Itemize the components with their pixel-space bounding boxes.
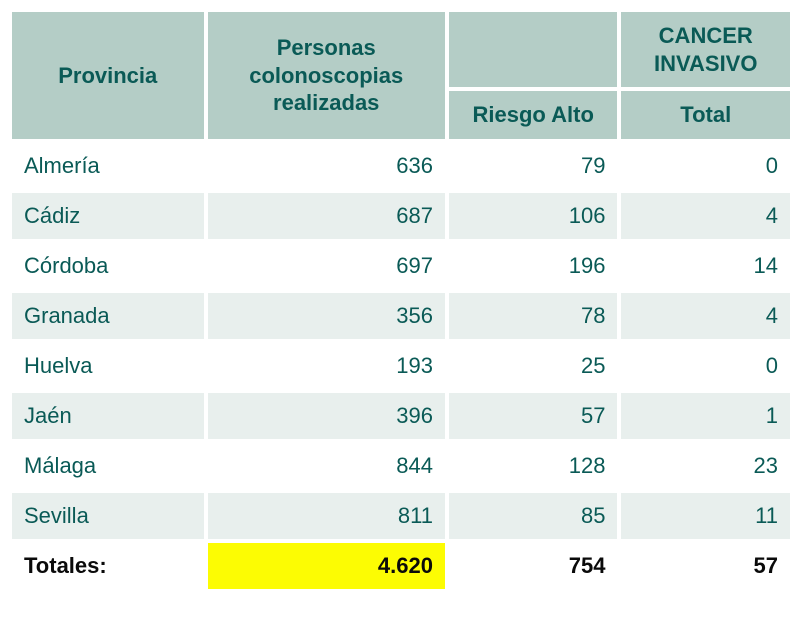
totals-label: Totales:	[12, 543, 204, 589]
col-header-cancer-total: Total	[621, 91, 790, 139]
cell-colonoscopias: 844	[208, 443, 445, 489]
cell-cancer: 4	[621, 293, 790, 339]
table-row: Sevilla 811 85 11	[12, 493, 790, 539]
cell-name: Huelva	[12, 343, 204, 389]
cell-colonoscopias: 193	[208, 343, 445, 389]
cell-riesgo: 57	[449, 393, 618, 439]
table-row: Cádiz 687 106 4	[12, 193, 790, 239]
table-row: Córdoba 697 196 14	[12, 243, 790, 289]
cell-colonoscopias: 356	[208, 293, 445, 339]
cell-cancer: 14	[621, 243, 790, 289]
table-body: Almería 636 79 0 Cádiz 687 106 4 Córdoba…	[12, 143, 790, 539]
cell-riesgo: 78	[449, 293, 618, 339]
table-row: Jaén 396 57 1	[12, 393, 790, 439]
table-header: Provincia Personas colonoscopias realiza…	[12, 12, 790, 139]
cell-cancer: 23	[621, 443, 790, 489]
cell-colonoscopias: 396	[208, 393, 445, 439]
cell-name: Málaga	[12, 443, 204, 489]
table-footer: Totales: 4.620 754 57	[12, 543, 790, 589]
cell-name: Almería	[12, 143, 204, 189]
col-header-colonoscopias: Personas colonoscopias realizadas	[208, 12, 445, 139]
col-header-provincia: Provincia	[12, 12, 204, 139]
cell-colonoscopias: 687	[208, 193, 445, 239]
totals-row: Totales: 4.620 754 57	[12, 543, 790, 589]
cell-name: Granada	[12, 293, 204, 339]
totals-cancer: 57	[621, 543, 790, 589]
cell-name: Jaén	[12, 393, 204, 439]
cell-cancer: 1	[621, 393, 790, 439]
cell-cancer: 0	[621, 343, 790, 389]
col-header-blank	[449, 12, 618, 87]
table-row: Huelva 193 25 0	[12, 343, 790, 389]
cell-riesgo: 196	[449, 243, 618, 289]
table-row: Málaga 844 128 23	[12, 443, 790, 489]
cell-cancer: 0	[621, 143, 790, 189]
cell-riesgo: 25	[449, 343, 618, 389]
cell-name: Córdoba	[12, 243, 204, 289]
table-row: Almería 636 79 0	[12, 143, 790, 189]
cell-colonoscopias: 811	[208, 493, 445, 539]
cell-colonoscopias: 697	[208, 243, 445, 289]
cell-riesgo: 85	[449, 493, 618, 539]
cell-riesgo: 79	[449, 143, 618, 189]
col-header-riesgo: Riesgo Alto	[449, 91, 618, 139]
cell-colonoscopias: 636	[208, 143, 445, 189]
table-row: Granada 356 78 4	[12, 293, 790, 339]
cell-cancer: 4	[621, 193, 790, 239]
cell-riesgo: 128	[449, 443, 618, 489]
data-table: Provincia Personas colonoscopias realiza…	[8, 8, 794, 593]
cell-riesgo: 106	[449, 193, 618, 239]
cell-name: Cádiz	[12, 193, 204, 239]
totals-colonoscopias: 4.620	[208, 543, 445, 589]
col-header-cancer-group: CANCER INVASIVO	[621, 12, 790, 87]
cell-cancer: 11	[621, 493, 790, 539]
totals-riesgo: 754	[449, 543, 618, 589]
cell-name: Sevilla	[12, 493, 204, 539]
